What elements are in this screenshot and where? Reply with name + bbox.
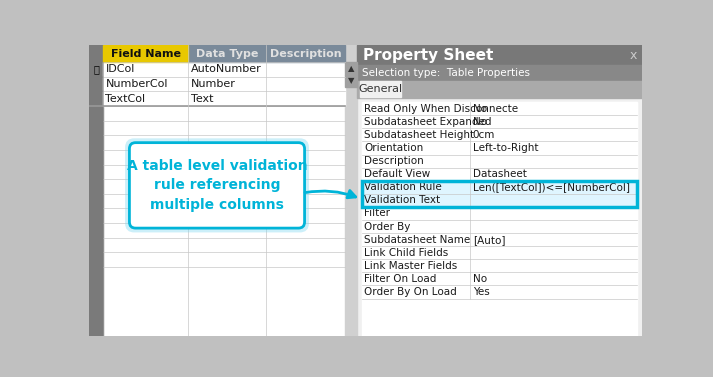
Text: Subdatasheet Name: Subdatasheet Name: [364, 234, 471, 245]
Text: 0cm: 0cm: [473, 130, 495, 140]
Bar: [362, 273, 637, 285]
Bar: [103, 45, 345, 336]
Text: Default View: Default View: [364, 169, 431, 179]
Bar: [362, 181, 637, 207]
Text: Filter On Load: Filter On Load: [364, 274, 436, 284]
Text: ▼: ▼: [348, 76, 354, 85]
Text: Len([TextCol])<=[NumberCol]: Len([TextCol])<=[NumberCol]: [473, 182, 630, 192]
Bar: [89, 77, 103, 92]
Bar: [188, 45, 266, 62]
Text: Data Type: Data Type: [196, 49, 258, 59]
Bar: [362, 220, 637, 233]
Bar: [362, 129, 637, 141]
Bar: [362, 194, 637, 207]
Bar: [362, 259, 637, 273]
Text: General: General: [359, 84, 403, 94]
Bar: [362, 102, 637, 115]
Bar: [89, 92, 103, 106]
Text: Filter: Filter: [364, 208, 390, 219]
Bar: [362, 207, 637, 220]
Text: TextCol: TextCol: [106, 94, 145, 104]
Bar: [357, 98, 642, 336]
Bar: [345, 75, 357, 87]
Text: AutoNumber: AutoNumber: [190, 64, 262, 75]
Text: x: x: [630, 49, 637, 62]
Text: Number: Number: [190, 79, 235, 89]
Bar: [357, 45, 642, 65]
Bar: [362, 115, 637, 129]
Text: NumberCol: NumberCol: [106, 79, 168, 89]
Text: ▲: ▲: [348, 64, 354, 73]
Bar: [89, 62, 103, 77]
Text: Selection type:  Table Properties: Selection type: Table Properties: [362, 68, 530, 78]
Text: Link Child Fields: Link Child Fields: [364, 248, 448, 258]
Text: 🗝: 🗝: [93, 64, 99, 75]
Text: IDCol: IDCol: [106, 64, 135, 75]
Text: Left-to-Right: Left-to-Right: [473, 143, 538, 153]
Text: No: No: [473, 117, 487, 127]
Bar: [103, 62, 345, 77]
Text: Orientation: Orientation: [364, 143, 424, 153]
Text: No: No: [473, 274, 487, 284]
Bar: [362, 102, 637, 336]
Bar: [357, 45, 642, 336]
Bar: [362, 233, 637, 246]
Text: Description: Description: [364, 156, 424, 166]
Text: Link Master Fields: Link Master Fields: [364, 261, 458, 271]
Text: Subdatasheet Expanded: Subdatasheet Expanded: [364, 117, 492, 127]
Bar: [89, 45, 103, 336]
Text: Subdatasheet Height: Subdatasheet Height: [364, 130, 474, 140]
Text: [Auto]: [Auto]: [473, 234, 506, 245]
Bar: [362, 168, 637, 181]
Bar: [362, 246, 637, 259]
Bar: [103, 45, 188, 62]
Text: Read Only When Disconnecte: Read Only When Disconnecte: [364, 104, 518, 114]
Text: Datasheet: Datasheet: [473, 169, 527, 179]
Bar: [266, 45, 345, 62]
Text: A table level validation
rule referencing
multiple columns: A table level validation rule referencin…: [127, 159, 307, 212]
Bar: [362, 181, 637, 194]
Text: Property Sheet: Property Sheet: [364, 48, 494, 63]
Bar: [103, 92, 345, 106]
Text: Order By On Load: Order By On Load: [364, 287, 457, 297]
Text: Validation Rule: Validation Rule: [364, 182, 442, 192]
Bar: [345, 45, 357, 336]
Text: Order By: Order By: [364, 222, 411, 231]
Bar: [357, 65, 642, 81]
Bar: [103, 77, 345, 92]
Bar: [362, 141, 637, 155]
Text: Validation Text: Validation Text: [364, 195, 441, 205]
Bar: [345, 62, 357, 75]
Bar: [360, 81, 401, 97]
Text: Field Name: Field Name: [111, 49, 180, 59]
Text: No: No: [473, 104, 487, 114]
Bar: [362, 155, 637, 168]
FancyBboxPatch shape: [130, 143, 304, 228]
Text: Text: Text: [190, 94, 213, 104]
Bar: [357, 81, 642, 98]
Text: Yes: Yes: [473, 287, 490, 297]
Bar: [362, 285, 637, 299]
Text: Description: Description: [270, 49, 341, 59]
